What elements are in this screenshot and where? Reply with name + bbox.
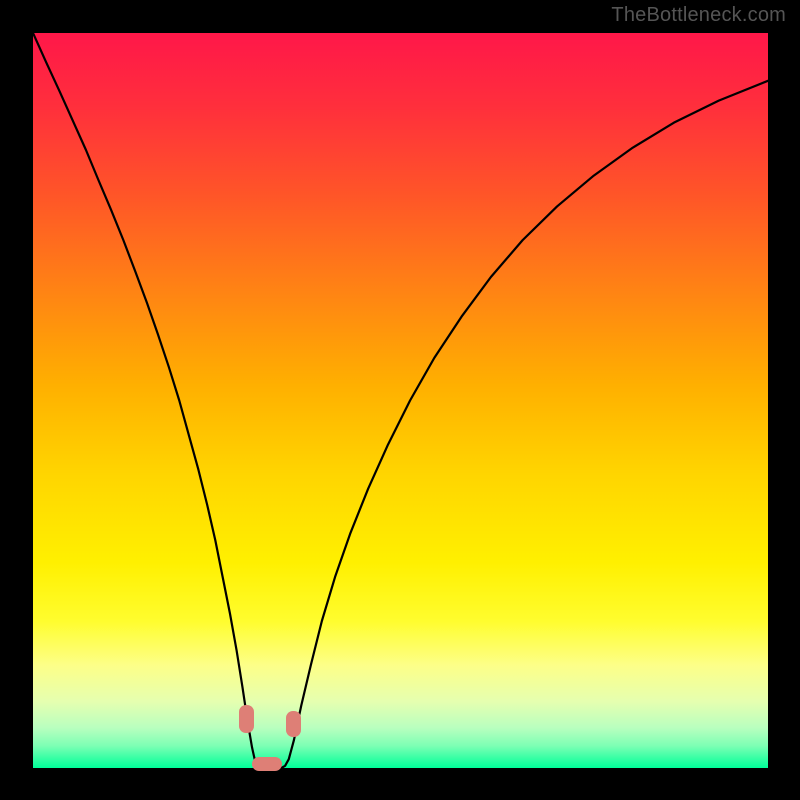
bottleneck-curve bbox=[33, 33, 768, 768]
highlight-segment bbox=[252, 757, 282, 771]
highlight-segment bbox=[286, 711, 301, 737]
watermark-text: TheBottleneck.com bbox=[611, 4, 786, 27]
curve-overlay bbox=[33, 33, 768, 768]
plot-area bbox=[33, 33, 768, 768]
highlight-segment bbox=[239, 705, 254, 733]
